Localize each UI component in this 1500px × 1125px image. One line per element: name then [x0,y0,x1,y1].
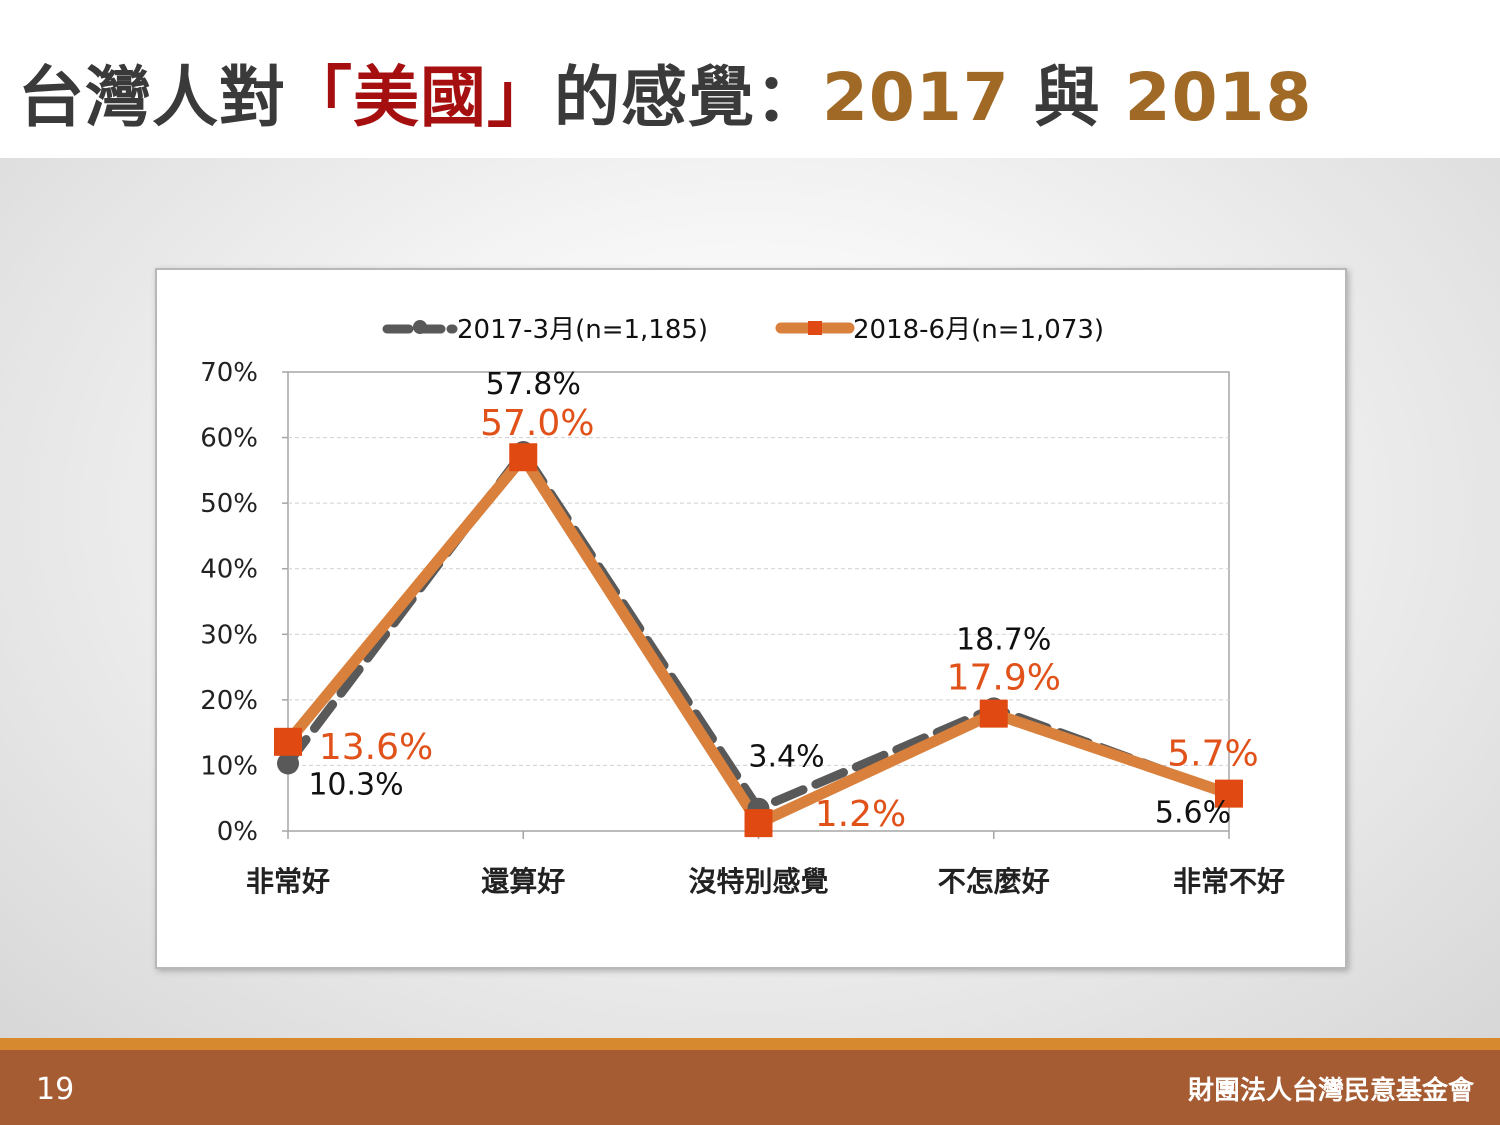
legend-2018-marker [808,321,822,335]
legend-2017-label: 2017-3月(n=1,185) [457,315,708,345]
series-2018-point [1215,779,1243,808]
y-tick-label: 60% [200,424,258,454]
series-2017-data-label: 57.8% [486,367,581,402]
series-2017-data-label: 5.6% [1155,795,1231,830]
y-tick-label: 10% [200,751,258,781]
y-tick-label: 70% [200,358,258,388]
y-tick-label: 30% [200,620,258,650]
title-prefix: 台灣人對 [18,59,286,136]
y-tick-label: 20% [200,686,258,716]
series-2018-point [979,699,1008,728]
title-bar: 台灣人對「美國」的感覺：2017 與 2018 [0,0,1500,158]
series-2018-data-label: 13.6% [319,727,433,768]
footer-bar: 19 財團法人台灣民意基金會 [0,1050,1500,1125]
title-connector: 與 [1009,59,1125,136]
y-tick-label: 50% [200,489,258,519]
title-middle: 的感覺： [554,59,822,136]
series-2017-point [277,752,299,775]
series-2018-point [744,809,773,838]
legend-2018-label: 2018-6月(n=1,073) [853,315,1104,345]
x-category-label: 非常好 [246,865,330,898]
y-tick-label: 0% [217,817,258,847]
series-2017-data-label: 10.3% [308,767,403,802]
series-2018-data-label: 5.7% [1167,734,1258,775]
footer-accent-line [0,1038,1500,1050]
page-title: 台灣人對「美國」的感覺：2017 與 2018 [18,44,1312,140]
title-highlight: 「美國」 [286,59,554,136]
title-year-2017: 2017 [822,59,1010,136]
x-category-label: 還算好 [481,865,565,898]
line-chart: 0% 10% 20% 30% 40% 50% 60% 70% 非常好 還算好 沒特別感覺 不怎麼好 非常… [200,315,1285,898]
title-year-2018: 2018 [1124,59,1313,136]
organization-name: 財團法人台灣民意基金會 [1187,1076,1474,1106]
series-2018-point [509,443,538,472]
series-2018-data-label: 1.2% [815,794,906,835]
series-2017-data-label: 3.4% [748,740,824,775]
series-2018-data-label: 57.0% [480,403,594,444]
chart-frame: 0% 10% 20% 30% 40% 50% 60% 70% 非常好 還算好 沒特別感覺 不怎麼好 非常… [155,268,1347,969]
series-2018-point [274,727,302,756]
page-number: 19 [36,1072,75,1107]
series-2018-data-label: 17.9% [947,658,1061,699]
y-tick-label: 40% [200,555,258,585]
x-category-label: 沒特別感覺 [688,865,828,898]
series-2017-data-label: 18.7% [956,622,1051,657]
x-category-label: 非常不好 [1173,865,1285,898]
x-category-label: 不怎麼好 [938,865,1050,898]
legend-2017-marker [413,320,427,334]
